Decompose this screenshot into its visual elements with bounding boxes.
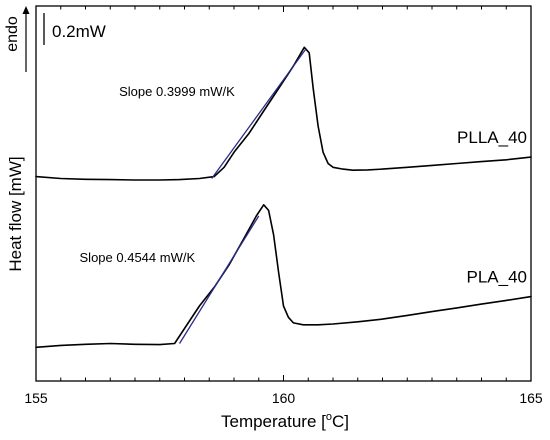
series-line-plla-40: [35, 46, 532, 181]
endo-label: endo: [4, 16, 21, 52]
plot-frame: [35, 5, 532, 382]
endo-arrow-icon: [22, 6, 30, 72]
x-tick-label: 165: [519, 390, 543, 406]
scale-bar-label: 0.2mW: [52, 22, 106, 41]
series-line-pla-40: [35, 204, 532, 349]
y-axis-label: Heat flow [mW]: [6, 156, 25, 271]
x-tick-label: 155: [24, 390, 48, 406]
series-label-plla-40: PLLA_40: [457, 128, 527, 147]
series-label-pla-40: PLA_40: [467, 268, 528, 287]
slope-fit-line: [178, 215, 260, 344]
slope-annotation: Slope 0.4544 mW/K: [80, 250, 196, 265]
slope-fit-line: [211, 48, 307, 179]
slope-annotation: Slope 0.3999 mW/K: [119, 84, 235, 99]
x-tick-label: 160: [272, 390, 296, 406]
degree-symbol: o: [326, 411, 332, 423]
x-axis-label: Temperature [oC]: [221, 411, 349, 431]
